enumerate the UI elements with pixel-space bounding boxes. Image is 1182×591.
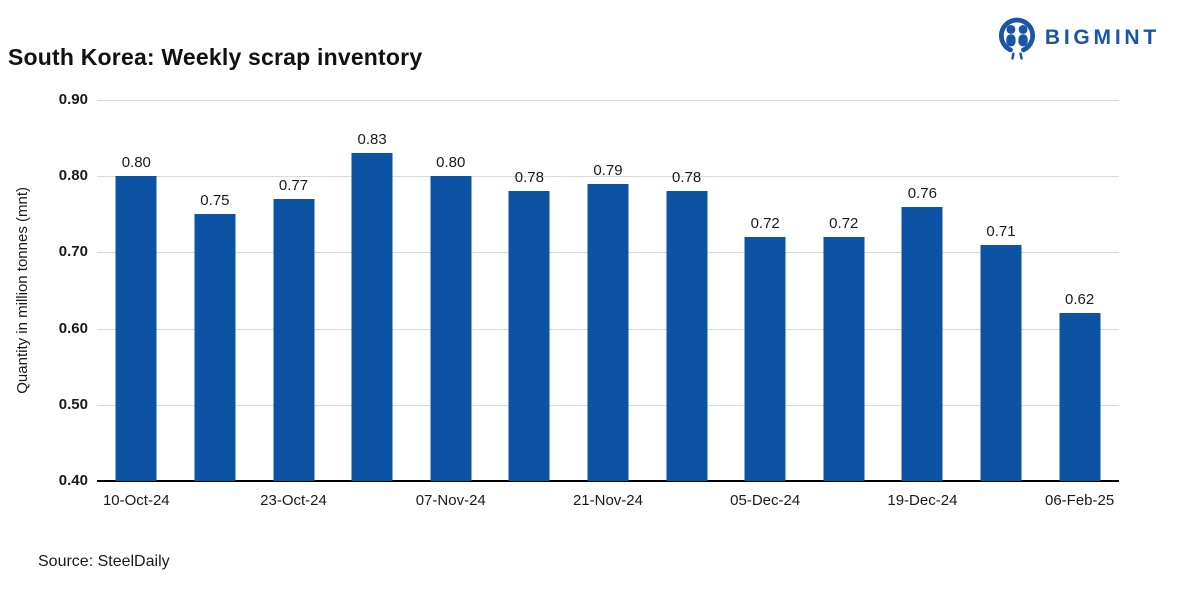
bar-slot: 0.77 <box>254 100 333 481</box>
bar <box>194 214 236 481</box>
x-tick-label <box>333 492 412 509</box>
bar <box>980 244 1022 481</box>
bar-slot: 0.72 <box>726 100 805 481</box>
bar-slot: 0.72 <box>804 100 883 481</box>
page-title: South Korea: Weekly scrap inventory <box>8 44 423 70</box>
bar <box>901 206 943 481</box>
bars: 0.80 0.75 0.77 0.83 0.80 0.78 0.79 0.78 0.72 0.72… <box>97 100 1119 481</box>
bar <box>666 191 708 481</box>
bar-slot: 0.78 <box>647 100 726 481</box>
bar-value-label: 0.62 <box>1065 291 1095 309</box>
bar-slot: 0.83 <box>333 100 412 481</box>
bar-value-label: 0.80 <box>121 154 151 172</box>
bar <box>823 237 865 481</box>
x-tick-label: 23-Oct-24 <box>260 492 327 509</box>
plot-area: 0.80 0.75 0.77 0.83 0.80 0.78 0.79 0.78 0.72 0.72… <box>97 100 1119 482</box>
bar-slot: 0.76 <box>883 100 962 481</box>
bar <box>351 153 393 481</box>
x-tick-label <box>647 492 726 509</box>
bar-slot: 0.71 <box>962 100 1041 481</box>
bar-value-label: 0.75 <box>200 192 230 210</box>
bar-value-label: 0.83 <box>357 131 387 149</box>
y-tick-label: 0.80 <box>58 167 88 185</box>
bar <box>1059 313 1101 481</box>
bar-slot: 0.79 <box>569 100 648 481</box>
bar <box>587 183 629 481</box>
brand-name: BIGMINT <box>1044 26 1160 49</box>
x-tick-label <box>962 492 1041 509</box>
x-axis-labels: 10-Oct-24 23-Oct-24 07-Nov-24 21-Nov-24 05-D… <box>97 492 1119 509</box>
y-tick-label: 0.70 <box>58 243 88 261</box>
bar-slot: 0.62 <box>1040 100 1119 481</box>
bar <box>115 176 157 481</box>
x-tick-label: 06-Feb-25 <box>1045 492 1115 509</box>
y-tick-label: 0.90 <box>58 91 88 108</box>
x-tick-label: 07-Nov-24 <box>415 492 486 509</box>
source-note: Source: SteelDaily <box>38 553 170 570</box>
x-axis-line <box>97 480 1119 482</box>
bar-slot: 0.75 <box>176 100 255 481</box>
bar-slot: 0.78 <box>490 100 569 481</box>
x-tick-label <box>804 492 883 509</box>
x-tick-label: 19-Dec-24 <box>887 492 958 509</box>
x-tick-label <box>490 492 569 509</box>
bar-value-label: 0.72 <box>750 215 780 233</box>
bar-slot: 0.80 <box>97 100 176 481</box>
y-tick-label: 0.40 <box>58 472 88 489</box>
y-axis-ticks: 0.90 0.80 0.70 0.60 0.50 0.40 <box>0 91 88 489</box>
x-tick-label <box>176 492 255 509</box>
bar-value-label: 0.72 <box>829 215 859 233</box>
bar <box>508 191 550 481</box>
y-tick-label: 0.50 <box>58 395 88 413</box>
brand-logo: BIGMINT <box>998 16 1160 60</box>
bar-slot: 0.80 <box>411 100 490 481</box>
bar-value-label: 0.80 <box>436 154 466 172</box>
bar-value-label: 0.71 <box>986 222 1016 240</box>
gridline <box>97 100 1119 101</box>
bar <box>273 199 315 481</box>
x-tick-label: 21-Nov-24 <box>572 492 643 509</box>
gridline <box>97 176 1119 178</box>
bar-value-label: 0.79 <box>593 161 623 179</box>
bar <box>430 176 472 481</box>
bar-value-label: 0.78 <box>671 169 702 187</box>
y-tick-label: 0.60 <box>58 319 88 337</box>
x-tick-label: 10-Oct-24 <box>102 492 170 509</box>
bar-value-label: 0.76 <box>907 184 937 202</box>
bigmint-logo-icon <box>998 16 1036 60</box>
bar <box>744 237 786 481</box>
bar-value-label: 0.78 <box>514 169 544 187</box>
x-tick-label: 05-Dec-24 <box>730 492 801 509</box>
bar-value-label: 0.77 <box>278 177 309 195</box>
